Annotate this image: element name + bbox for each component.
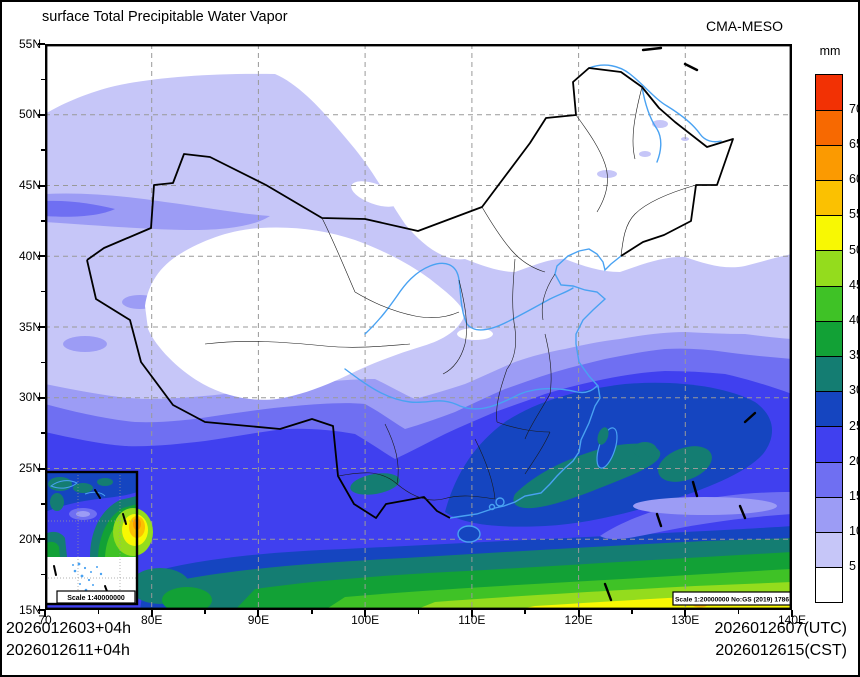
lon-tick-major: [150, 610, 153, 617]
lon-label-70: 70: [38, 613, 52, 627]
colorbar-cell-7: [815, 320, 843, 357]
lat-tick-major: [38, 396, 45, 399]
colorbar-label-10: 10: [849, 524, 858, 539]
map-canvas: Scale 1:40000000 Scale 1:20000000 No:GS …: [45, 44, 792, 610]
colorbar-cell-8: [815, 285, 843, 322]
lat-tick-major: [38, 43, 45, 45]
colorbar-cell-13: [815, 109, 843, 146]
lat-label-30N: 30N: [18, 390, 41, 405]
lon-label-100E: 100E: [351, 613, 380, 627]
inset-scale-label: Scale 1:40000000: [67, 595, 125, 602]
colorbar-unit-label: mm: [819, 44, 841, 58]
graticule-gridlines: [45, 44, 792, 610]
lon-tick-minor: [631, 610, 633, 614]
lon-tick-minor: [737, 610, 740, 614]
colorbar-label-60: 60: [849, 172, 858, 187]
lat-tick-major: [38, 609, 45, 611]
colorbar-cell-2: [815, 496, 843, 533]
colorbar-label-15: 15: [849, 488, 858, 503]
lon-label-110E: 110E: [458, 613, 486, 627]
colorbar-cell-3: [815, 461, 843, 498]
island-arc-marks: [603, 46, 757, 602]
lon-label-140E: 140E: [777, 613, 807, 627]
lon-tick-major: [684, 610, 687, 617]
lat-label-55N: 55N: [18, 36, 41, 51]
map-scale-label: Scale 1:20000000 No:GS (2019) 1786: [675, 597, 789, 604]
lat-tick-major: [38, 255, 45, 258]
lon-tick-minor: [524, 610, 526, 614]
province-borders: [204, 86, 697, 501]
lat-label-45N: 45N: [18, 178, 41, 192]
lat-tick-major: [38, 184, 45, 187]
lon-tick-minor: [97, 610, 100, 614]
init-time-utc: 2026012603+04h: [6, 620, 132, 637]
colorbar-cell-0: [815, 566, 843, 604]
lat-label-20N: 20N: [18, 531, 41, 546]
colorbar-label-30: 30: [849, 383, 858, 398]
colorbar-cell-10: [815, 214, 843, 252]
map-title: surface Total Precipitable Water Vapor: [42, 9, 288, 25]
colorbar-label-5: 5: [849, 559, 856, 574]
lon-tick-minor: [204, 610, 206, 614]
lon-label-120E: 120E: [564, 613, 593, 627]
colorbar-cell-9: [815, 250, 843, 287]
lat-tick-minor: [41, 361, 45, 364]
valid-time-utc: 2026012607(UTC): [714, 620, 847, 637]
lat-tick-major: [38, 538, 45, 541]
colorbar-cell-12: [815, 144, 843, 181]
lat-label-15N: 15N: [18, 602, 41, 617]
map-frame-border: [45, 44, 792, 610]
colorbar-cell-11: [815, 179, 843, 217]
valid-time-cst: 2026012615(CST): [715, 642, 847, 659]
rivers-coastline: [344, 64, 722, 543]
taiwan-highland-patch: [597, 427, 609, 445]
lat-label-50N: 50N: [18, 107, 41, 122]
lat-tick-minor: [41, 503, 45, 505]
lon-tick-major: [364, 610, 367, 617]
colorbar-label-55: 55: [849, 207, 858, 222]
map-scale-box: Scale 1:20000000 No:GS (2019) 1786: [672, 591, 792, 606]
lat-label-40N: 40N: [18, 248, 41, 263]
lat-tick-minor: [41, 78, 45, 81]
south-china-sea-inset: Scale 1:40000000: [45, 470, 153, 606]
colorbar-label-20: 20: [849, 453, 858, 468]
colorbar-label-45: 45: [849, 277, 858, 292]
lat-tick-major: [38, 113, 45, 116]
lat-tick-major: [38, 326, 45, 328]
model-name: CMA-MESO: [706, 18, 783, 34]
lon-tick-minor: [417, 610, 420, 614]
lon-label-130E: 130E: [671, 613, 700, 627]
colorbar-label-65: 65: [849, 136, 858, 151]
colorbar-cell-1: [815, 531, 843, 569]
colorbar-label-35: 35: [849, 348, 858, 363]
lon-label-90E: 90E: [247, 613, 270, 627]
lat-label-35N: 35N: [18, 319, 41, 334]
colorbar-cell-5: [815, 390, 843, 428]
lon-label-80E: 80E: [141, 613, 163, 627]
lon-tick-major: [257, 610, 260, 617]
colorbar-label-70: 70: [849, 101, 858, 116]
colorbar-label-25: 25: [849, 418, 858, 433]
lat-tick-minor: [41, 220, 45, 222]
lon-tick-minor: [311, 610, 313, 614]
colorbar-label-50: 50: [849, 242, 858, 257]
lon-tick-major: [577, 610, 580, 617]
init-time-cst: 2026012611+04h: [6, 642, 130, 659]
colorbar-cell-14: [815, 74, 843, 111]
colorbar-cell-6: [815, 355, 843, 393]
lat-tick-minor: [41, 573, 45, 576]
lon-tick-major: [470, 610, 473, 617]
lon-tick-major: [791, 610, 793, 617]
colorbar-cell-4: [815, 426, 843, 463]
lon-tick-major: [44, 610, 46, 617]
lat-label-25N: 25N: [18, 461, 41, 475]
lat-tick-minor: [41, 432, 45, 434]
colorbar-label-40: 40: [849, 312, 858, 327]
lat-tick-major: [38, 467, 45, 470]
lat-tick-minor: [41, 290, 45, 293]
lat-tick-minor: [41, 149, 45, 151]
